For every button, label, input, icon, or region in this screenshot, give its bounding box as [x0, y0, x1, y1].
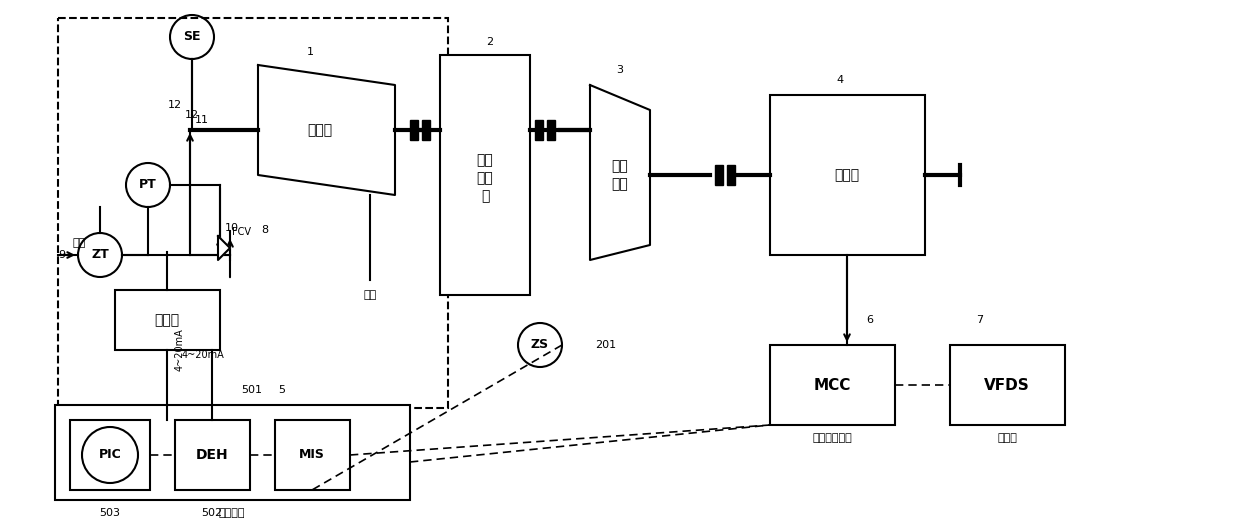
Text: ZS: ZS — [532, 338, 549, 352]
Text: 3: 3 — [617, 65, 623, 75]
Text: 仪控系统: 仪控系统 — [219, 508, 245, 518]
Text: DEH: DEH — [196, 448, 228, 462]
Text: 8: 8 — [261, 225, 269, 235]
FancyBboxPatch shape — [440, 55, 530, 295]
Text: 排汽: 排汽 — [363, 290, 377, 300]
Polygon shape — [590, 85, 650, 260]
FancyBboxPatch shape — [769, 95, 926, 255]
Text: 电动机: 电动机 — [834, 168, 860, 182]
Text: 烧结
风机: 烧结 风机 — [612, 159, 628, 191]
Text: 变频器: 变频器 — [997, 433, 1017, 443]
Text: 501: 501 — [242, 385, 263, 395]
Text: 12: 12 — [169, 100, 182, 110]
Text: VFDS: VFDS — [984, 377, 1030, 393]
Bar — [422, 120, 430, 140]
Polygon shape — [258, 65, 395, 195]
Text: 1: 1 — [306, 47, 313, 57]
Text: 502: 502 — [202, 508, 223, 518]
Text: 4: 4 — [836, 75, 844, 85]
Text: 5: 5 — [279, 385, 285, 395]
Text: 4~20mA: 4~20mA — [175, 329, 185, 372]
Text: 变速: 变速 — [477, 153, 493, 167]
Text: 蒸汽: 蒸汽 — [72, 238, 85, 248]
FancyBboxPatch shape — [769, 345, 895, 425]
Text: 离合: 离合 — [477, 171, 493, 185]
Text: 伺服阀: 伺服阀 — [155, 313, 180, 327]
FancyBboxPatch shape — [69, 420, 150, 490]
Polygon shape — [218, 236, 230, 260]
Bar — [727, 165, 735, 185]
Text: 器: 器 — [481, 189, 489, 203]
Bar — [535, 120, 543, 140]
Text: MIS: MIS — [299, 448, 325, 462]
Text: 汽轮机: 汽轮机 — [307, 123, 332, 137]
Text: 6: 6 — [866, 315, 873, 325]
Text: 9: 9 — [58, 250, 66, 260]
Text: 11: 11 — [195, 115, 209, 125]
FancyBboxPatch shape — [55, 405, 410, 500]
Text: FCV: FCV — [232, 227, 252, 237]
Text: 7: 7 — [976, 315, 984, 325]
Bar — [715, 165, 724, 185]
Text: 201: 201 — [595, 340, 616, 350]
Text: ZT: ZT — [92, 249, 109, 261]
Bar — [546, 120, 555, 140]
Text: 10: 10 — [225, 223, 239, 233]
FancyBboxPatch shape — [115, 290, 221, 350]
Bar — [410, 120, 418, 140]
Text: 503: 503 — [99, 508, 120, 518]
Text: PT: PT — [139, 179, 157, 191]
Text: 电气控制系统: 电气控制系统 — [812, 433, 852, 443]
Text: PIC: PIC — [99, 448, 121, 462]
FancyBboxPatch shape — [275, 420, 349, 490]
Text: MCC: MCC — [813, 377, 851, 393]
FancyBboxPatch shape — [175, 420, 250, 490]
FancyBboxPatch shape — [950, 345, 1066, 425]
Text: 2: 2 — [487, 37, 493, 47]
Text: 4~20mA: 4~20mA — [182, 350, 224, 360]
Text: 12: 12 — [185, 110, 199, 120]
Text: SE: SE — [183, 31, 201, 44]
